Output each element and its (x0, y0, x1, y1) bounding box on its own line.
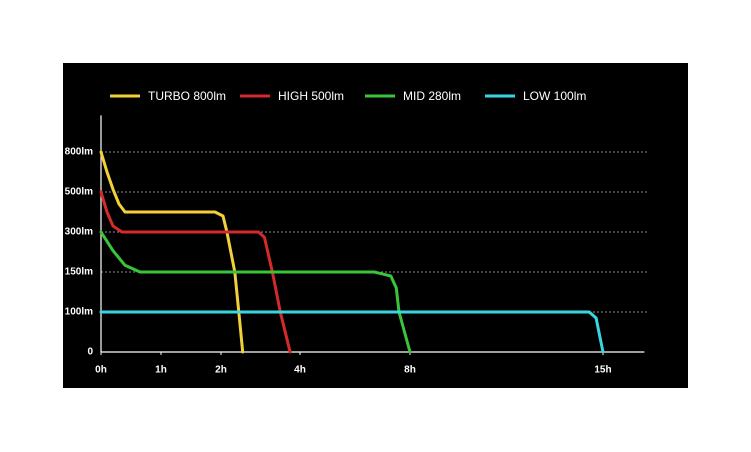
x-tick-label: 4h (294, 365, 306, 376)
x-tick-label: 1h (155, 365, 167, 376)
line (99, 150, 245, 354)
x-tick-label: 2h (215, 365, 227, 376)
x-tick-label: 0h (95, 365, 107, 376)
line (99, 230, 412, 354)
y-tick-label: 150lm (65, 267, 93, 278)
legend-label: LOW 100lm (523, 89, 586, 103)
legend-label: TURBO 800lm (148, 89, 226, 103)
y-tick-label: 500lm (65, 187, 93, 198)
x-tick-label: 15h (594, 365, 611, 376)
line (99, 310, 605, 354)
line (99, 190, 292, 354)
panel (63, 63, 688, 388)
y-tick-label: 100lm (65, 307, 93, 318)
x-tick-label: 8h (404, 365, 416, 376)
legend-label: HIGH 500lm (278, 89, 344, 103)
y-tick-label: 0 (87, 347, 93, 358)
y-tick-label: 300lm (65, 227, 93, 238)
legend-label: MID 280lm (403, 89, 461, 103)
y-tick-label: 800lm (65, 147, 93, 158)
